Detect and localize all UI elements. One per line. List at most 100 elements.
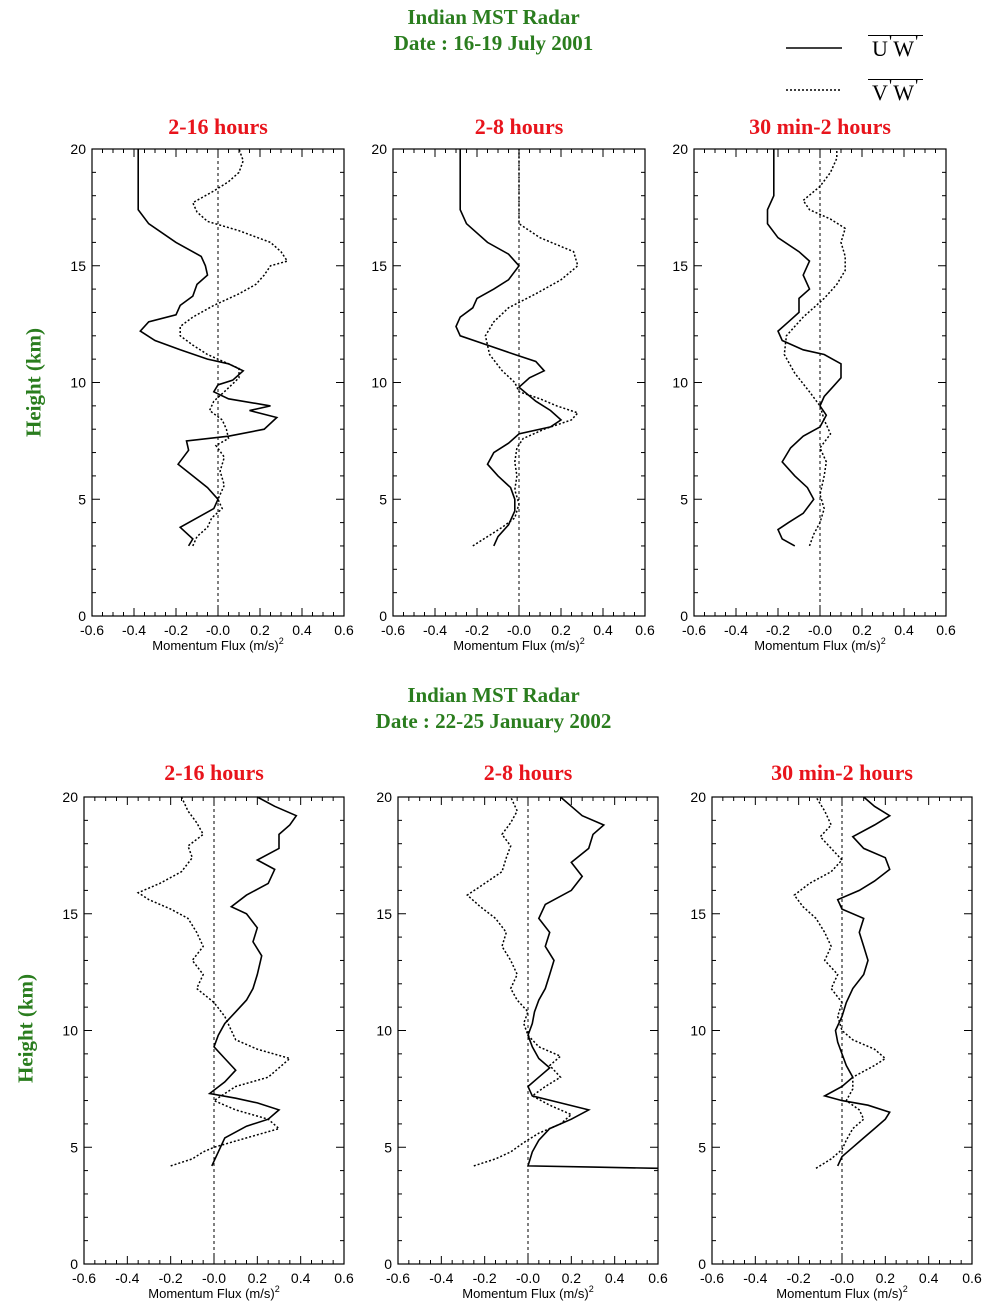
x-tick-label: 0.4	[894, 622, 914, 638]
x-tick-label: -0.2	[766, 622, 790, 638]
top-figure-title: Indian MST Radar Date : 16-19 July 2001	[0, 4, 987, 56]
x-tick-label: 0.6	[962, 1270, 982, 1286]
x-tick-label: -0.0	[830, 1270, 854, 1286]
x-tick-label: 0.2	[562, 1270, 582, 1286]
x-tick-label: -0.0	[516, 1270, 540, 1286]
series-uw-line	[526, 796, 659, 1170]
y-tick-label: 0	[78, 608, 86, 624]
panel-title-3: 30 min-2 hours	[749, 114, 891, 139]
y-tick-label: 5	[680, 491, 688, 507]
series-uw-line	[822, 796, 892, 1167]
panel-6: -0.6 -0.4 -0.2 -0.0 0.2 0.4 0.6 0 5 10 15 20 Momentu…	[690, 789, 982, 1301]
y-tick-label: 0	[70, 1256, 78, 1272]
series-uw-line	[766, 149, 842, 547]
panel-title-4: 2-16 hours	[164, 760, 264, 785]
y-tick-label: 15	[62, 906, 78, 922]
y-tick-label: 20	[376, 789, 392, 805]
x-tick-label: 0.2	[852, 622, 872, 638]
panel-title-5: 2-8 hours	[483, 760, 573, 785]
x-tick-label: -0.6	[386, 1270, 410, 1286]
x-tick-label: -0.4	[122, 622, 146, 638]
x-tick-label: -0.4	[743, 1270, 767, 1286]
panel-4: -0.6 -0.4 -0.2 -0.0 0.2 0.4 0.6 0 5 10 15 20 Momentu…	[62, 789, 354, 1301]
x-tick-label: -0.2	[159, 1270, 183, 1286]
x-tick-label: -0.4	[724, 622, 748, 638]
x-tick-label: -0.2	[164, 622, 188, 638]
legend-dotted-w: W	[893, 80, 915, 106]
y-tick-label: 10	[376, 1023, 392, 1039]
legend: U'W' V'W'	[780, 22, 940, 106]
x-tick-label: 0.4	[291, 1270, 311, 1286]
ylabel-bottom: Height (km)	[13, 973, 38, 1084]
x-tick-label: -0.4	[423, 622, 447, 638]
panel-title-2: 2-8 hours	[474, 114, 564, 139]
x-tick-label: 0.6	[648, 1270, 668, 1286]
series-uw-line	[207, 796, 298, 1167]
x-axis-label: Momentum Flux (m/s)2	[152, 636, 283, 653]
x-tick-label: -0.0	[206, 622, 230, 638]
x-tick-label: 0.2	[551, 622, 571, 638]
y-tick-label: 10	[371, 375, 387, 391]
x-tick-label: -0.2	[465, 622, 489, 638]
ylabel-top: Height (km)	[21, 327, 46, 438]
y-tick-label: 10	[62, 1023, 78, 1039]
legend-dotted-label: V'W'	[868, 76, 924, 106]
y-tick-label: 5	[78, 491, 86, 507]
x-tick-label: -0.0	[808, 622, 832, 638]
y-tick-label: 15	[376, 906, 392, 922]
panel-1: -0.6 -0.4 -0.2 -0.0 0.2 0.4 0.6 0 5 10 15 20 Momentu…	[70, 141, 354, 653]
series-vw-line	[472, 149, 580, 547]
y-tick-label: 0	[698, 1256, 706, 1272]
x-tick-label: -0.6	[80, 622, 104, 638]
y-tick-label: 15	[690, 906, 706, 922]
panel-3: -0.6 -0.4 -0.2 -0.0 0.2 0.4 0.6 0 5 10 15 20 Momentu…	[672, 141, 956, 653]
panel-5: -0.6 -0.4 -0.2 -0.0 0.2 0.4 0.6 0 5 10 15 20 Momentu…	[376, 789, 668, 1301]
x-tick-label: -0.6	[72, 1270, 96, 1286]
y-tick-label: 0	[384, 1256, 392, 1272]
x-tick-label: -0.4	[115, 1270, 139, 1286]
series-vw-line	[793, 796, 887, 1169]
y-tick-label: 10	[672, 375, 688, 391]
x-axis-label: Momentum Flux (m/s)2	[453, 636, 584, 653]
y-tick-label: 20	[690, 789, 706, 805]
x-tick-label: 0.6	[334, 622, 354, 638]
legend-solid-label: U'W'	[868, 32, 924, 62]
y-tick-label: 5	[384, 1139, 392, 1155]
x-tick-label: 0.2	[250, 622, 270, 638]
panel-title-1: 2-16 hours	[168, 114, 268, 139]
top-title-line1: Indian MST Radar	[407, 5, 580, 29]
y-tick-label: 15	[70, 258, 86, 274]
y-tick-label: 0	[680, 608, 688, 624]
x-tick-label: -0.2	[787, 1270, 811, 1286]
x-axis-label: Momentum Flux (m/s)2	[754, 636, 885, 653]
y-tick-label: 5	[379, 491, 387, 507]
x-tick-label: 0.6	[936, 622, 956, 638]
y-tick-label: 20	[62, 789, 78, 805]
bottom-title-line1: Indian MST Radar	[407, 683, 580, 707]
legend-solid-u: U	[872, 36, 889, 62]
panel-title-6: 30 min-2 hours	[771, 760, 913, 785]
y-tick-label: 5	[70, 1139, 78, 1155]
y-tick-label: 5	[698, 1139, 706, 1155]
x-tick-label: -0.4	[429, 1270, 453, 1286]
x-tick-label: -0.0	[202, 1270, 226, 1286]
x-tick-label: -0.6	[700, 1270, 724, 1286]
x-tick-label: -0.0	[507, 622, 531, 638]
y-tick-label: 15	[371, 258, 387, 274]
x-axis-label: Momentum Flux (m/s)2	[776, 1284, 907, 1301]
series-vw-line	[783, 149, 847, 547]
y-tick-label: 10	[690, 1023, 706, 1039]
x-tick-label: 0.4	[605, 1270, 625, 1286]
panel-2: -0.6 -0.4 -0.2 -0.0 0.2 0.4 0.6 0 5 10 15 20 Momentu…	[371, 141, 655, 653]
x-tick-label: 0.4	[292, 622, 312, 638]
series-vw-line	[466, 796, 573, 1167]
x-tick-label: -0.6	[381, 622, 405, 638]
y-tick-label: 15	[672, 258, 688, 274]
y-tick-label: 20	[70, 141, 86, 157]
legend-dotted-v: V	[872, 80, 889, 106]
series-uw-line	[455, 149, 563, 547]
series-uw-line	[137, 149, 279, 547]
y-tick-label: 10	[70, 375, 86, 391]
series-vw-line	[179, 148, 289, 547]
top-title-line2: Date : 16-19 July 2001	[393, 31, 594, 55]
